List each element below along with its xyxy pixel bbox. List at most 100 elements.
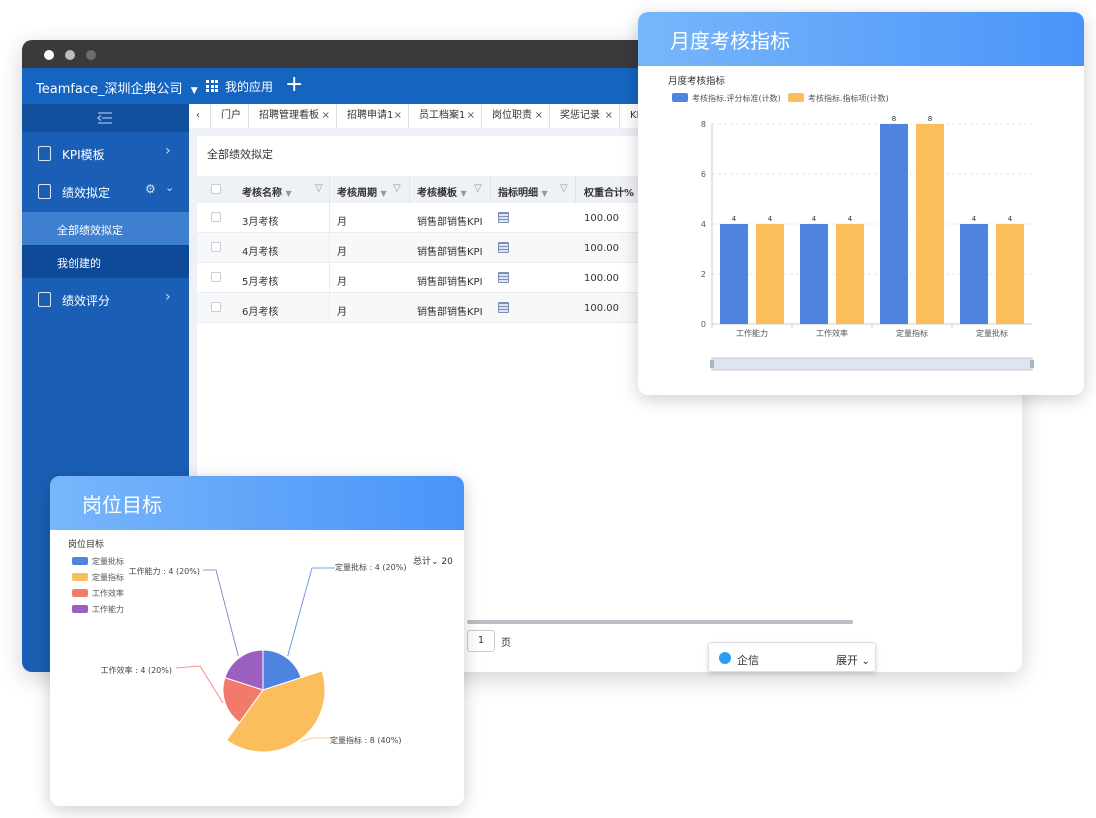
my-apps-link[interactable]: 我的应用: [225, 80, 274, 94]
legend-label: 工作能力: [92, 605, 124, 614]
cell-name[interactable]: 6月考核: [242, 307, 279, 318]
cell-name[interactable]: 3月考核: [242, 217, 279, 228]
window-zoom-dot[interactable]: [86, 50, 96, 60]
close-icon[interactable]: ×: [466, 110, 475, 121]
column-label: 指标明细: [498, 188, 538, 199]
column-divider: [329, 293, 330, 323]
close-icon[interactable]: ×: [393, 110, 402, 121]
qixin-label: 企信: [737, 654, 759, 667]
pie-slice[interactable]: [262, 649, 302, 691]
close-icon[interactable]: ×: [534, 110, 543, 121]
column-header-name[interactable]: 考核名称 ▼: [242, 184, 292, 199]
tab-recruit-request[interactable]: 招聘申请1 ×: [337, 104, 409, 128]
sidebar-subitem-all-plans[interactable]: 全部绩效拟定: [22, 212, 189, 245]
table-row[interactable]: 3月考核 月 销售部销售KPI 100.00: [197, 203, 657, 233]
table-row[interactable]: 5月考核 月 销售部销售KPI 100.00: [197, 263, 657, 293]
window-close-dot[interactable]: [44, 50, 54, 60]
page-input[interactable]: 1: [467, 630, 495, 652]
sidebar-item-performance-score[interactable]: 绩效评分 ›: [22, 280, 189, 318]
table-details-icon[interactable]: [498, 272, 509, 283]
bar[interactable]: [720, 224, 748, 324]
column-label: 考核模板: [417, 188, 457, 199]
total-summary[interactable]: 总计⌄ 20: [413, 554, 453, 567]
table-row[interactable]: 4月考核 月 销售部销售KPI 100.00: [197, 233, 657, 263]
tab-recruit-board[interactable]: 招聘管理看板 ×: [249, 104, 337, 128]
filter-icon[interactable]: ▽: [560, 183, 568, 194]
pie-chart: 定量批标 : 4 (20%) 定量指标 : 8 (40%) 工作效率 : 4 (20…: [101, 562, 406, 753]
cell-period: 月: [337, 247, 347, 258]
slice-leader-line: [300, 737, 330, 743]
bar-value-label: 4: [972, 215, 977, 223]
row-checkbox[interactable]: [211, 212, 221, 222]
sidebar-collapse-button[interactable]: [22, 104, 189, 132]
zoom-handle-right[interactable]: [1030, 360, 1034, 368]
filter-icon[interactable]: ▽: [474, 183, 482, 194]
bar[interactable]: [880, 124, 908, 324]
column-divider: [329, 176, 330, 203]
table-details-icon[interactable]: [498, 302, 509, 313]
row-checkbox[interactable]: [211, 242, 221, 252]
bar-value-label: 4: [848, 215, 853, 223]
tab-scroll-left[interactable]: ‹: [189, 104, 211, 128]
cell-name[interactable]: 4月考核: [242, 247, 279, 258]
chart-title: 月度考核指标: [668, 76, 726, 87]
row-checkbox[interactable]: [211, 272, 221, 282]
column-header-period[interactable]: 考核周期 ▼: [337, 184, 387, 199]
sidebar-item-kpi-template[interactable]: KPI模板 ›: [22, 134, 189, 172]
legend-swatch: [72, 573, 88, 581]
sidebar-item-performance-plan[interactable]: 绩效拟定 ⚙ ⌄: [22, 172, 189, 210]
pie-slice[interactable]: [225, 670, 326, 753]
cell-template: 销售部销售KPI: [417, 277, 483, 288]
qixin-chat-bar[interactable]: 企信 展开 ⌄: [708, 642, 876, 672]
column-header-details[interactable]: 指标明细 ▼: [498, 184, 548, 199]
bar[interactable]: [800, 224, 828, 324]
column-header-weight[interactable]: 权重合计% ▼: [584, 184, 644, 199]
tab-portal[interactable]: 门户: [211, 104, 249, 128]
bar[interactable]: [836, 224, 864, 324]
slice-label: 工作能力 : 4 (20%): [129, 566, 200, 576]
window-minimize-dot[interactable]: [65, 50, 75, 60]
tab-reward-record[interactable]: 奖惩记录 ×: [550, 104, 620, 128]
filter-icon[interactable]: ▽: [315, 183, 323, 194]
bar[interactable]: [756, 224, 784, 324]
legend-swatch: [672, 93, 688, 102]
data-zoom-slider[interactable]: [711, 357, 1033, 371]
zoom-handle-left[interactable]: [710, 360, 714, 368]
chat-bubble-icon: [719, 652, 731, 664]
bar[interactable]: [960, 224, 988, 324]
close-icon[interactable]: ×: [604, 110, 613, 121]
expand-button[interactable]: 展开 ⌄: [836, 652, 870, 668]
cell-weight: 100.00: [584, 213, 619, 224]
sidebar-subitem-created-by-me[interactable]: 我创建的: [22, 245, 189, 278]
chart-title: 岗位目标: [68, 540, 105, 550]
slice-leader-line: [175, 665, 224, 704]
company-switcher[interactable]: Teamface_深圳企典公司 ▼: [36, 78, 198, 97]
tab-employee-file[interactable]: 员工档案1 ×: [409, 104, 482, 128]
close-icon[interactable]: ×: [321, 110, 330, 121]
legend-swatch: [72, 605, 88, 613]
add-app-icon[interactable]: +: [285, 72, 304, 97]
gear-icon[interactable]: ⚙: [145, 182, 156, 196]
bar[interactable]: [996, 224, 1024, 324]
pie-slice[interactable]: [224, 649, 264, 691]
table-row[interactable]: 6月考核 月 销售部销售KPI 100.00: [197, 293, 657, 323]
cell-weight: 100.00: [584, 243, 619, 254]
column-header-template[interactable]: 考核模板 ▼: [417, 184, 467, 199]
document-icon: [38, 146, 51, 161]
row-checkbox[interactable]: [211, 302, 221, 312]
pie-slice[interactable]: [222, 677, 264, 724]
cell-name[interactable]: 5月考核: [242, 277, 279, 288]
sort-icon: ▼: [285, 189, 292, 198]
select-all-checkbox[interactable]: [211, 184, 221, 194]
legend-label: 考核指标.评分标准(计数): [692, 94, 781, 103]
filter-icon[interactable]: ▽: [393, 183, 401, 194]
table-header: 考核名称 ▼ ▽ 考核周期 ▼ ▽ 考核模板 ▼ ▽ 指标明细 ▼ ▽ 权重合计…: [197, 176, 657, 203]
table-details-icon[interactable]: [498, 242, 509, 253]
apps-grid-icon[interactable]: [206, 80, 218, 92]
horizontal-scrollbar[interactable]: [467, 620, 853, 624]
bar[interactable]: [916, 124, 944, 324]
card-header: 月度考核指标: [638, 12, 1084, 66]
table-details-icon[interactable]: [498, 212, 509, 223]
tab-job-duty[interactable]: 岗位职责 ×: [482, 104, 550, 128]
legend-label: 定量批标: [92, 557, 124, 566]
